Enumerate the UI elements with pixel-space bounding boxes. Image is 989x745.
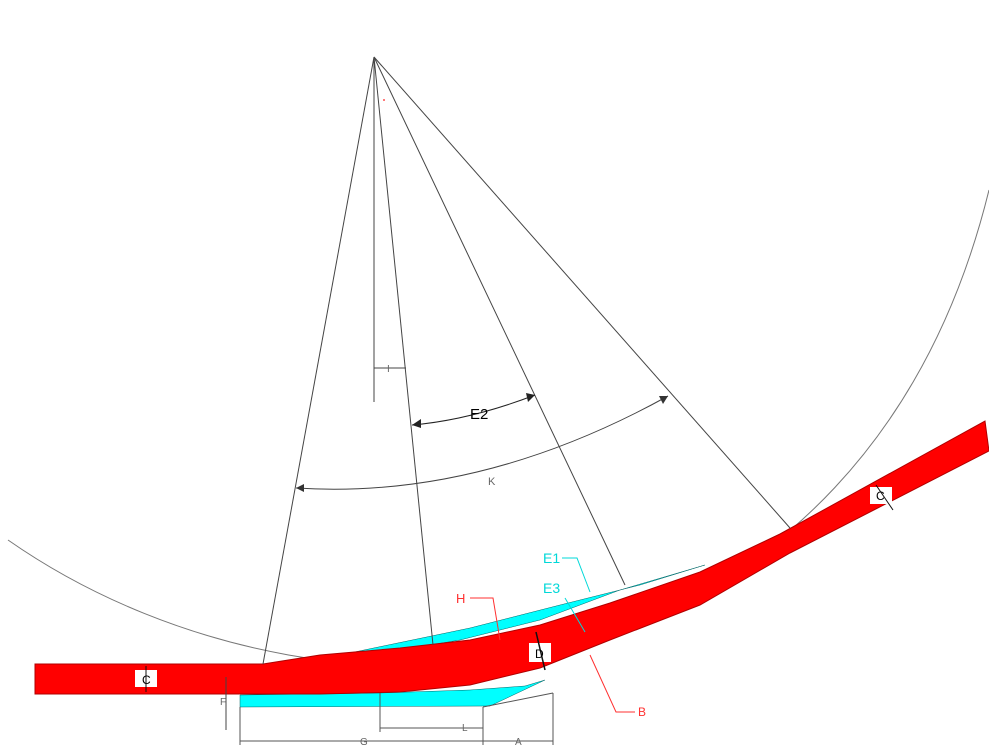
thickness-d-label: D — [535, 647, 544, 661]
radial-lines — [262, 56, 791, 665]
angle-k-label: K — [488, 476, 496, 488]
dim-g-label: G — [360, 737, 368, 745]
leader-h-label: H — [456, 591, 465, 606]
dim-l-label: L — [462, 723, 468, 734]
angle-e2-arc — [411, 394, 536, 426]
angle-k-arc — [295, 395, 669, 490]
apex-mark — [383, 99, 385, 101]
dim-a-label: A — [515, 737, 522, 745]
thickness-c-right-label: C — [876, 489, 885, 503]
leader-e1-label: E1 — [543, 550, 560, 566]
thickness-c-left-label: C — [142, 673, 151, 687]
leader-e3-label: E3 — [543, 580, 560, 596]
red-strip — [34, 420, 989, 695]
thickness-d-box — [529, 643, 551, 662]
dim-f-label: F — [220, 697, 226, 708]
angle-e2-label: E2 — [470, 406, 488, 423]
leader-b — [589, 654, 635, 713]
offset-i-label: I — [387, 364, 390, 375]
leader-h — [470, 597, 501, 641]
dimension-lines — [239, 692, 554, 745]
leader-b-label: B — [638, 705, 646, 719]
leader-e1 — [562, 557, 591, 593]
leader-e3 — [564, 597, 586, 633]
bend-circle-arc — [7, 189, 989, 668]
